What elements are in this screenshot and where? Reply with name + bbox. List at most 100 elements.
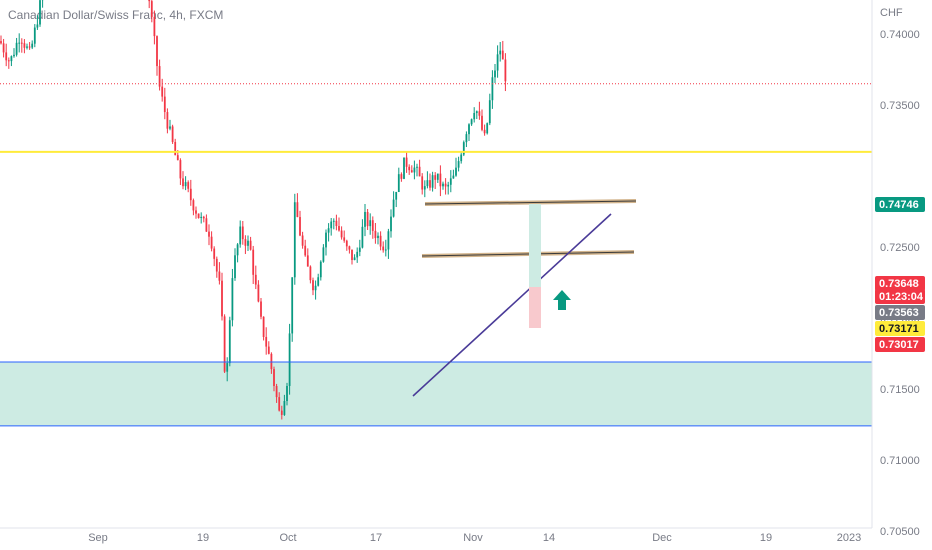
candle-body-159: [413, 167, 416, 173]
candle-body-153: [397, 174, 400, 192]
candle-body-134: [348, 246, 351, 250]
candle-body-98: [254, 274, 257, 285]
candle-body-10: [26, 46, 28, 48]
candle-body-161: [418, 166, 421, 177]
candle-body-77: [200, 216, 203, 219]
candle-body-6: [15, 42, 18, 55]
candle-body-172: [447, 184, 450, 187]
candle-body-123: [319, 261, 322, 278]
candle-body-117: [304, 245, 307, 256]
x-tick-3: 17: [370, 532, 382, 544]
candle-body-137: [356, 251, 359, 258]
candle-body-85: [221, 280, 223, 317]
candle-body-108: [280, 410, 283, 415]
candle-body-157: [408, 166, 411, 171]
candle-body-106: [275, 386, 278, 398]
candle-body-130: [338, 226, 340, 231]
candle-body-104: [270, 353, 273, 370]
y-tick-7: 0.73500: [880, 100, 920, 112]
candle-body-4: [10, 56, 13, 62]
candle-body-9: [23, 43, 26, 48]
candle-body-169: [439, 173, 442, 187]
candle-body-170: [442, 183, 444, 187]
candle-body-101: [262, 316, 265, 337]
candle-body-72: [187, 182, 190, 189]
candle-body-142: [369, 220, 372, 227]
candle-body-57: [148, 0, 151, 2]
candle-body-144: [374, 230, 377, 239]
price-tag-1: [875, 276, 925, 291]
candle-body-112: [291, 277, 294, 334]
candle-body-182: [473, 113, 476, 120]
price-tag-label-0: 0.74746: [879, 199, 919, 211]
candle-body-151: [392, 199, 395, 217]
candle-body-148: [384, 249, 387, 251]
x-tick-2: Oct: [279, 532, 296, 544]
y-tick-12: 0.70500: [880, 526, 920, 538]
price-tag-label-2: 01:23:04: [879, 291, 924, 303]
candle-body-11: [28, 46, 31, 48]
trendline: [412, 213, 612, 397]
candle-body-160: [416, 166, 418, 168]
y-tick-8: 0.72500: [880, 242, 920, 254]
candle-body-156: [405, 157, 408, 167]
candle-body-155: [403, 157, 405, 179]
candle-body-59: [153, 16, 156, 37]
candle-body-132: [343, 237, 346, 241]
candle-body-133: [345, 240, 348, 247]
candle-body-138: [358, 247, 361, 252]
candle-body-149: [387, 231, 390, 250]
candle-body-99: [257, 284, 260, 302]
zone-1: [0, 362, 872, 426]
x-tick-0: Sep: [88, 532, 108, 544]
candle-body-141: [366, 211, 369, 227]
x-tick-1: 19: [197, 532, 209, 544]
candle-body-194: [504, 59, 507, 82]
candle-body-5: [13, 54, 15, 57]
candle-body-174: [452, 175, 455, 179]
candle-body-100: [260, 301, 262, 317]
candle-body-191: [496, 54, 499, 71]
stop-zone: [529, 287, 541, 328]
candle-body-184: [478, 111, 481, 116]
candle-body-83: [215, 258, 218, 272]
candle-body-58: [150, 1, 153, 17]
x-tick-6: Dec: [652, 532, 672, 544]
price-tag-0: [875, 197, 925, 212]
candle-body-1: [2, 43, 5, 53]
y-tick-10: 0.71500: [880, 384, 920, 396]
candle-body-135: [351, 249, 353, 261]
price-tag-4: [875, 321, 925, 336]
candle-body-102: [265, 336, 268, 347]
candle-body-2: [5, 52, 8, 61]
candle-body-120: [312, 280, 314, 291]
candle-body-111: [288, 333, 291, 386]
candle-body-150: [390, 216, 392, 232]
candle-body-97: [252, 249, 255, 275]
candle-body-110: [286, 385, 288, 402]
candle-body-115: [299, 217, 301, 236]
candle-body-139: [361, 226, 364, 248]
candle-body-89: [231, 278, 234, 321]
candle-body-168: [436, 173, 439, 180]
candle-body-13: [33, 27, 36, 44]
candle-body-177: [460, 154, 463, 162]
candle-body-84: [218, 271, 221, 281]
candle-body-93: [241, 226, 244, 240]
candle-body-95: [247, 240, 249, 246]
candle-body-68: [176, 155, 179, 161]
candle-body-128: [332, 220, 335, 222]
chart-title: Canadian Dollar/Swiss Franc, 4h, FXCM: [8, 8, 224, 22]
candle-body-119: [309, 266, 312, 281]
price-tag-3: [875, 305, 925, 320]
candle-body-127: [330, 221, 333, 229]
candle-body-80: [208, 231, 210, 237]
candle-body-143: [371, 220, 374, 231]
candle-body-146: [379, 235, 382, 247]
resistance-line-lower-core: [421, 251, 635, 257]
candle-body-189: [491, 77, 494, 101]
candle-body-82: [213, 248, 216, 259]
candle-body-105: [273, 369, 275, 387]
